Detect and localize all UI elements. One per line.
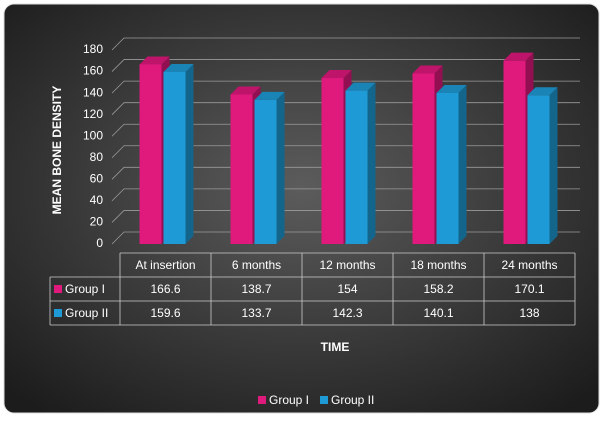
y-tick-label: 120 — [83, 107, 103, 121]
bar-side — [276, 91, 285, 244]
grid-line — [111, 59, 580, 72]
bar — [230, 94, 253, 244]
y-tick-label: 160 — [83, 64, 103, 78]
bar-top — [436, 85, 467, 94]
x-tick-label: 12 months — [319, 258, 375, 272]
bar — [321, 78, 344, 245]
y-tick-label: 0 — [96, 236, 103, 250]
x-tick-label: 24 months — [501, 258, 557, 272]
bar — [503, 60, 526, 244]
table-legend-key — [54, 309, 62, 317]
bar-top — [230, 86, 261, 95]
table-cell: 166.6 — [150, 282, 180, 296]
y-tick-label: 140 — [83, 85, 103, 99]
bar-top — [163, 63, 194, 72]
bar — [254, 99, 277, 244]
table-row-label: Group I — [65, 282, 105, 296]
table-row-label: Group II — [65, 306, 108, 320]
x-tick-label: At insertion — [135, 258, 195, 272]
y-tick-label: 40 — [90, 193, 104, 207]
bar-side — [549, 87, 558, 245]
bar — [412, 73, 435, 245]
table-cell: 140.1 — [423, 306, 453, 320]
bar-side — [458, 85, 467, 245]
bar — [527, 95, 550, 245]
bar — [163, 71, 186, 244]
bar-top — [345, 82, 376, 91]
legend-label: Group II — [331, 393, 374, 407]
legend-key — [258, 396, 266, 404]
table-cell: 138.7 — [241, 282, 271, 296]
bar-top — [503, 52, 534, 61]
y-tick-label: 100 — [83, 128, 103, 142]
table-cell: 154 — [337, 282, 357, 296]
bar — [345, 90, 368, 244]
bar-top — [254, 91, 285, 100]
x-tick-label: 6 months — [232, 258, 281, 272]
legend-label: Group I — [269, 393, 309, 407]
y-tick-label: 20 — [90, 215, 104, 229]
bar-side — [367, 82, 376, 244]
legend-key — [320, 396, 328, 404]
table-cell: 142.3 — [332, 306, 362, 320]
bar-top — [527, 87, 558, 96]
y-tick-label: 180 — [83, 42, 103, 56]
table-cell: 138 — [519, 306, 539, 320]
y-axis-label: MEAN BONE DENSITY — [50, 86, 64, 215]
bar-side — [185, 63, 194, 245]
x-tick-label: 18 months — [410, 258, 466, 272]
table-cell: 159.6 — [150, 306, 180, 320]
y-tick-label: 60 — [90, 172, 104, 186]
bar — [436, 93, 459, 245]
bar-top — [321, 70, 352, 79]
table-cell: 158.2 — [423, 282, 453, 296]
bar-top — [139, 56, 170, 65]
grid-line — [111, 37, 580, 51]
bar — [139, 64, 162, 244]
x-axis-label: TIME — [321, 340, 350, 354]
table-cell: 133.7 — [241, 306, 271, 320]
y-tick-label: 80 — [90, 150, 104, 164]
bar-top — [412, 65, 443, 74]
table-cell: 170.1 — [514, 282, 544, 296]
table-legend-key — [54, 285, 62, 293]
